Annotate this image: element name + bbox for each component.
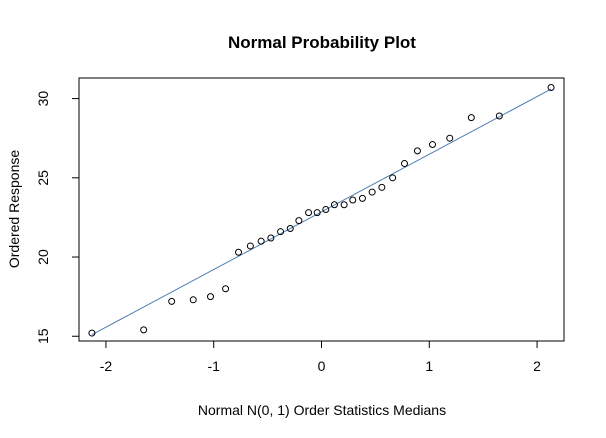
data-point — [389, 174, 397, 182]
data-point — [246, 242, 254, 250]
data-point — [547, 84, 555, 92]
data-point — [295, 217, 303, 225]
x-axis: -2 -1 0 1 2 — [100, 340, 541, 374]
data-point — [305, 209, 313, 217]
data-point — [467, 114, 475, 122]
y-tick-label: 25 — [35, 170, 51, 186]
x-tick-label: 1 — [425, 358, 433, 374]
data-point — [429, 141, 437, 149]
data-point — [330, 201, 338, 209]
data-point — [222, 285, 230, 293]
chart-title: Normal Probability Plot — [228, 33, 416, 52]
data-point — [140, 326, 148, 334]
data-point — [189, 296, 197, 304]
data-point — [349, 196, 357, 204]
data-point — [313, 209, 321, 217]
data-point — [88, 329, 96, 337]
data-point — [322, 206, 330, 213]
points-layer — [88, 84, 555, 337]
fit-line-layer — [91, 88, 552, 336]
y-tick-label: 15 — [35, 328, 51, 344]
data-point — [267, 234, 275, 242]
x-tick-label: -1 — [207, 358, 220, 374]
x-tick-label: -2 — [100, 358, 113, 374]
data-point — [368, 188, 376, 196]
data-point — [413, 147, 421, 155]
data-point — [495, 112, 503, 120]
x-tick-label: 0 — [318, 358, 326, 374]
data-point — [378, 183, 386, 191]
data-point — [257, 237, 265, 245]
data-point — [206, 293, 214, 301]
data-point — [168, 297, 176, 305]
data-point — [277, 228, 285, 236]
data-point — [340, 201, 348, 209]
data-point — [286, 225, 294, 233]
fit-line — [91, 88, 552, 336]
y-axis-label: Ordered Response — [6, 150, 22, 269]
x-axis-label: Normal N(0, 1) Order Statistics Medians — [198, 402, 446, 418]
y-axis: 15 20 25 30 — [35, 91, 80, 344]
data-point — [235, 248, 243, 256]
y-tick-label: 20 — [35, 249, 51, 265]
data-point — [446, 134, 454, 142]
data-point — [358, 194, 366, 202]
data-point — [400, 160, 408, 168]
x-tick-label: 2 — [533, 358, 541, 374]
y-tick-label: 30 — [35, 91, 51, 107]
